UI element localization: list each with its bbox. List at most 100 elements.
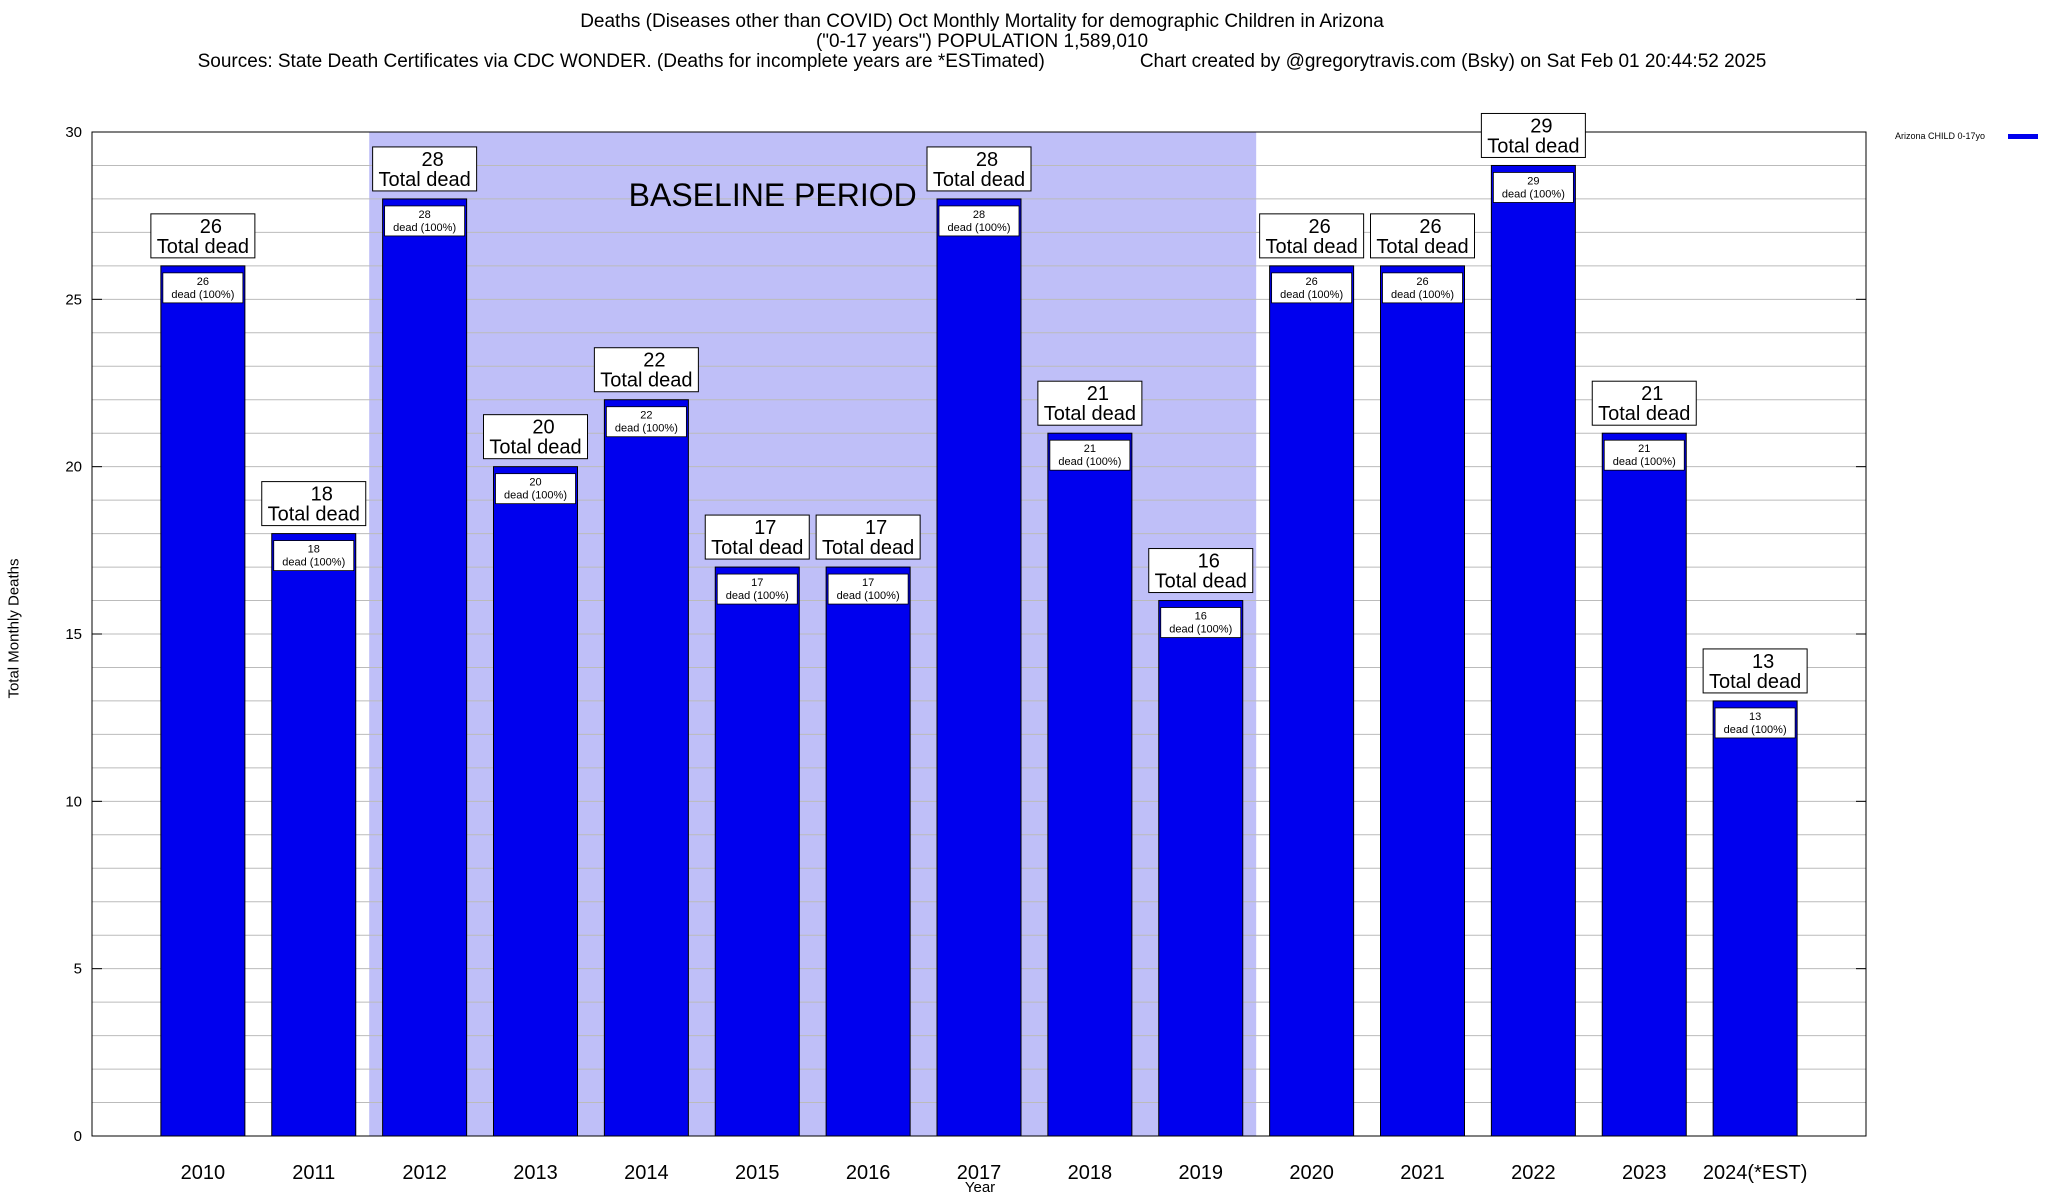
bar-top-text: Total dead (1709, 671, 1801, 693)
x-tick-label: 2021 (1400, 1162, 1445, 1184)
y-tick-label: 20 (65, 459, 82, 476)
bar-top-value: 20 (532, 417, 554, 439)
bar-inner-text: dead (100%) (1058, 456, 1121, 468)
bar-top-label-box (926, 146, 1032, 192)
bar (1158, 600, 1244, 1137)
legend-label: Arizona CHILD 0-17yo (1895, 131, 1986, 141)
bar-top-text: Total dead (1376, 236, 1468, 258)
bar-top-text: Total dead (1155, 571, 1247, 593)
bar-top-text: Total dead (933, 169, 1025, 191)
x-axis-label: Year (964, 1179, 996, 1196)
bar-inner-text: dead (100%) (948, 222, 1011, 234)
bar-top-label-box (1591, 380, 1697, 426)
sources-text: Sources: State Death Certificates via CD… (197, 51, 1045, 72)
bar-top-text: Total dead (600, 370, 692, 392)
bar-top-label-box (704, 514, 810, 560)
legend-swatch (2008, 134, 2038, 139)
bar (825, 566, 911, 1137)
bar-top-label-box (815, 514, 921, 560)
bar-top-text: Total dead (1265, 236, 1357, 258)
bar-top-text: Total dead (157, 236, 249, 258)
bar-top-text: Total dead (1044, 403, 1136, 425)
bar-inner-label-box (1271, 272, 1353, 304)
bar-inner-label-box (938, 205, 1020, 237)
x-tick-label: 2011 (292, 1162, 335, 1184)
bar (271, 533, 357, 1137)
bar-inner-value: 16 (1195, 611, 1207, 623)
bar-top-text: Total dead (711, 537, 803, 559)
bar-inner-label-box (384, 205, 466, 237)
bar (936, 198, 1022, 1137)
bar (1712, 700, 1798, 1137)
x-tick-label: 2020 (1289, 1162, 1334, 1184)
bar (1047, 432, 1133, 1137)
bar-top-value: 16 (1198, 551, 1220, 573)
bar-top-text: Total dead (1487, 135, 1579, 157)
bar-inner-value: 26 (197, 276, 209, 288)
bar-inner-value: 20 (529, 477, 541, 489)
bar-inner-value: 17 (751, 577, 763, 589)
bar (1269, 265, 1355, 1137)
bar-top-label-box (1480, 112, 1586, 158)
bar-top-value: 17 (754, 517, 776, 539)
bar-inner-value: 17 (862, 577, 874, 589)
bar-top-label-box (150, 213, 256, 259)
bar-top-label-box (1148, 548, 1254, 594)
credit-text: Chart created by @gregorytravis.com (Bsk… (1139, 51, 1767, 72)
bar-inner-value: 21 (1084, 443, 1096, 455)
bar-inner-label-box (495, 473, 576, 505)
y-tick-label: 5 (74, 961, 82, 978)
bar-top-value: 28 (976, 149, 998, 171)
bar-inner-text: dead (100%) (726, 590, 789, 602)
bar-top-value: 29 (1530, 115, 1552, 137)
bar-inner-value: 18 (308, 544, 320, 556)
x-tick-label: 2015 (735, 1162, 780, 1184)
bar-inner-label-box (605, 406, 687, 438)
bar-top-value: 26 (1419, 216, 1441, 238)
bar (1490, 164, 1576, 1137)
bar-top-text: Total dead (489, 437, 581, 459)
bar-inner-text: dead (100%) (1613, 456, 1676, 468)
bar-inner-value: 22 (640, 410, 652, 422)
bar-inner-value: 21 (1638, 443, 1650, 455)
bar-inner-label-box (1382, 272, 1463, 304)
title-line-2: ("0-17 years") POPULATION 1,589,010 (815, 31, 1149, 52)
bar (382, 198, 468, 1137)
bar-top-text: Total dead (1598, 403, 1690, 425)
legend: Arizona CHILD 0-17yo (1895, 130, 2045, 144)
bar-inner-label-box (273, 540, 355, 571)
bar-inner-value: 26 (1416, 276, 1428, 288)
bar-inner-text: dead (100%) (282, 557, 345, 569)
bar (493, 466, 578, 1137)
bar-inner-text: dead (100%) (504, 490, 567, 502)
bar-top-label-box (372, 146, 478, 192)
y-tick-label: 0 (74, 1128, 82, 1145)
bar-top-text: Total dead (268, 504, 360, 526)
bar-top-label-box (1370, 213, 1475, 259)
bar-top-label-box (1037, 380, 1143, 426)
y-tick-label: 25 (65, 291, 82, 308)
bar-inner-text: dead (100%) (837, 590, 900, 602)
bar-inner-label-box (1492, 172, 1574, 203)
bar-inner-value: 28 (419, 209, 431, 221)
bar-inner-label-box (827, 573, 909, 605)
bar-inner-text: dead (100%) (1280, 289, 1343, 301)
bar-top-label-box (1259, 213, 1365, 259)
bar-top-value: 26 (200, 216, 222, 238)
x-tick-label: 2017 (957, 1162, 1002, 1184)
x-tick-label: 2022 (1511, 1162, 1556, 1184)
x-tick-label: 2014 (624, 1162, 669, 1184)
y-tick-label: 30 (65, 124, 82, 141)
bar-inner-text: dead (100%) (615, 423, 678, 435)
bar-top-value: 28 (422, 149, 444, 171)
bar-inner-text: dead (100%) (393, 222, 456, 234)
chart-title: Deaths (Diseases other than COVID) Oct M… (0, 12, 1964, 72)
bar (714, 566, 800, 1137)
bar-top-value: 22 (643, 350, 665, 372)
x-tick-label: 2024(*EST) (1703, 1162, 1808, 1184)
bar-inner-text: dead (100%) (1502, 188, 1565, 200)
bar-top-value: 26 (1309, 216, 1331, 238)
x-tick-label: 2019 (1179, 1162, 1224, 1184)
bar-top-value: 13 (1752, 651, 1774, 673)
bar-inner-label-box (1160, 607, 1242, 638)
